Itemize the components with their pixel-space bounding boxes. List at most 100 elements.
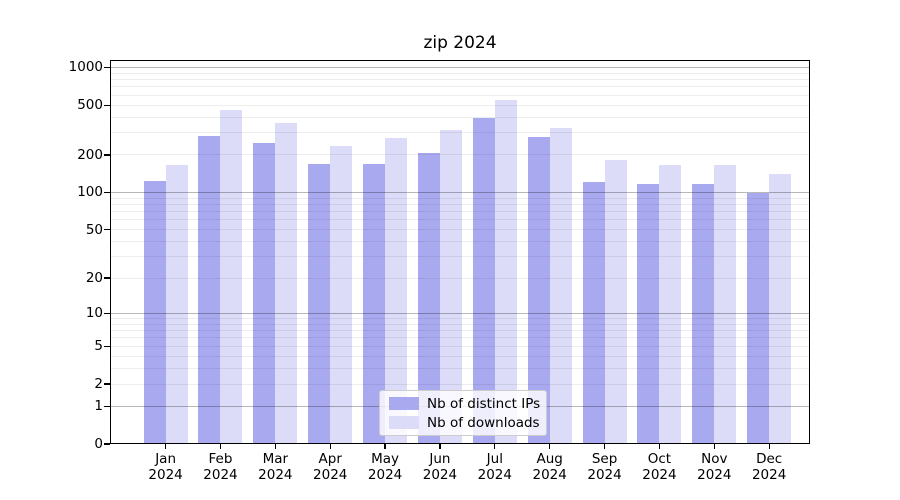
gridline-50	[110, 229, 810, 231]
y-tick-mark	[104, 383, 110, 385]
gridline-600	[110, 94, 810, 96]
y-tick-label-2: 2	[94, 376, 103, 393]
gridline-400	[110, 116, 810, 118]
x-tick-label-year: 2024	[422, 467, 458, 483]
bar-downloads-oct	[659, 165, 682, 444]
bar-downloads-apr	[330, 145, 353, 444]
gridline-5	[110, 345, 810, 347]
bar-ips-jul	[472, 118, 495, 444]
gridline-2	[110, 383, 810, 385]
x-tick-label-nov: Nov 2024	[682, 451, 746, 483]
bar-downloads-feb	[220, 109, 243, 444]
x-tick-label-year: 2024	[258, 467, 293, 483]
y-tick-mark	[104, 443, 110, 445]
y-tick-mark	[104, 191, 110, 194]
gridline-300	[110, 132, 810, 134]
x-tick-label-year: 2024	[751, 467, 787, 483]
x-tick-label-jul: Jul 2024	[463, 451, 527, 483]
y-tick-mark	[104, 345, 110, 347]
x-tick-label-year: 2024	[532, 467, 567, 483]
y-tick-mark	[104, 154, 110, 156]
bar-ips-jun	[417, 152, 440, 444]
gridline-80	[110, 204, 810, 205]
x-tick-label-oct: Oct 2024	[627, 451, 691, 483]
y-tick-label-10: 10	[85, 305, 103, 322]
x-tick-label-apr: Apr 2024	[298, 451, 362, 483]
bar-downloads-jan	[165, 165, 188, 444]
gridline-9	[110, 318, 810, 320]
gridline-200	[110, 154, 810, 156]
x-tick-label-year: 2024	[697, 467, 732, 483]
y-tick-mark	[104, 277, 110, 279]
bar-ips-dec	[747, 193, 770, 444]
gridline-6	[110, 337, 810, 339]
x-tick-mark	[439, 444, 441, 449]
x-tick-mark	[219, 444, 222, 449]
x-tick-mark	[549, 444, 551, 449]
bar-ips-aug	[527, 137, 550, 444]
bar-ips-apr	[308, 164, 331, 444]
y-tick-label-1000: 1000	[68, 59, 103, 76]
legend-swatch-downloads-icon	[389, 416, 419, 429]
legend-entry-downloads: Nb of downloads	[389, 414, 540, 431]
bar-ips-may	[363, 163, 386, 444]
y-tick-label-20: 20	[85, 270, 103, 287]
gridline-4	[110, 355, 810, 357]
gridline-30	[110, 256, 810, 258]
legend-label-distinct-ips: Nb of distinct IPs	[427, 395, 541, 412]
y-tick-label-1: 1	[94, 398, 103, 415]
y-tick-label-500: 500	[77, 97, 103, 114]
y-tick-mark	[104, 312, 110, 314]
x-tick-mark	[494, 444, 496, 449]
chart-title: zip 2024	[423, 33, 497, 53]
y-tick-label-50: 50	[85, 221, 103, 238]
gridline-40	[110, 241, 810, 243]
x-tick-mark	[768, 444, 770, 449]
bar-downloads-sep	[604, 159, 627, 444]
y-tick-mark	[104, 405, 110, 407]
bar-downloads-aug	[549, 128, 572, 444]
x-tick-label-year: 2024	[367, 467, 403, 483]
bar-ips-sep	[582, 182, 605, 444]
bar-ips-jan	[143, 180, 166, 444]
gridline-1000	[110, 66, 810, 68]
bar-downloads-jul	[494, 100, 517, 444]
x-tick-label-dec: Dec 2024	[737, 451, 801, 483]
x-tick-label-may: May 2024	[353, 451, 417, 483]
legend: Nb of distinct IPs Nb of downloads	[379, 390, 547, 436]
x-tick-label-mar: Mar 2024	[243, 451, 307, 483]
x-tick-mark	[603, 444, 606, 449]
plot-area	[110, 60, 810, 444]
gridline-90	[110, 197, 810, 199]
y-tick-mark	[104, 229, 110, 231]
bar-ips-oct	[637, 184, 660, 444]
x-tick-label-year: 2024	[642, 467, 677, 483]
bar-downloads-mar	[275, 123, 298, 444]
gridline-8	[110, 323, 810, 325]
x-tick-label-year: 2024	[313, 467, 348, 483]
legend-entry-distinct-ips: Nb of distinct IPs	[389, 395, 541, 412]
gridline-20	[110, 277, 810, 279]
x-tick-mark	[329, 444, 331, 449]
bar-downloads-dec	[769, 174, 792, 444]
bar-ips-nov	[692, 183, 715, 444]
gridline-900	[110, 72, 810, 74]
x-tick-label-jun: Jun 2024	[408, 451, 472, 483]
x-tick-mark	[713, 444, 715, 449]
legend-label-downloads: Nb of downloads	[427, 414, 540, 431]
gridline-7	[110, 330, 810, 332]
x-tick-mark	[164, 444, 167, 449]
y-tick-label-5: 5	[94, 338, 103, 355]
gridline-10	[110, 312, 810, 314]
gridline-800	[110, 79, 810, 81]
y-tick-label-200: 200	[77, 146, 103, 163]
y-tick-mark	[104, 104, 110, 106]
bar-ips-mar	[253, 143, 276, 444]
gridline-70	[110, 211, 810, 213]
x-tick-label-year: 2024	[587, 467, 622, 483]
x-tick-mark	[384, 444, 386, 449]
x-tick-label-year: 2024	[148, 467, 183, 483]
y-tick-label-100: 100	[77, 184, 103, 201]
y-tick-mark	[104, 66, 110, 69]
gridline-500	[110, 104, 810, 106]
